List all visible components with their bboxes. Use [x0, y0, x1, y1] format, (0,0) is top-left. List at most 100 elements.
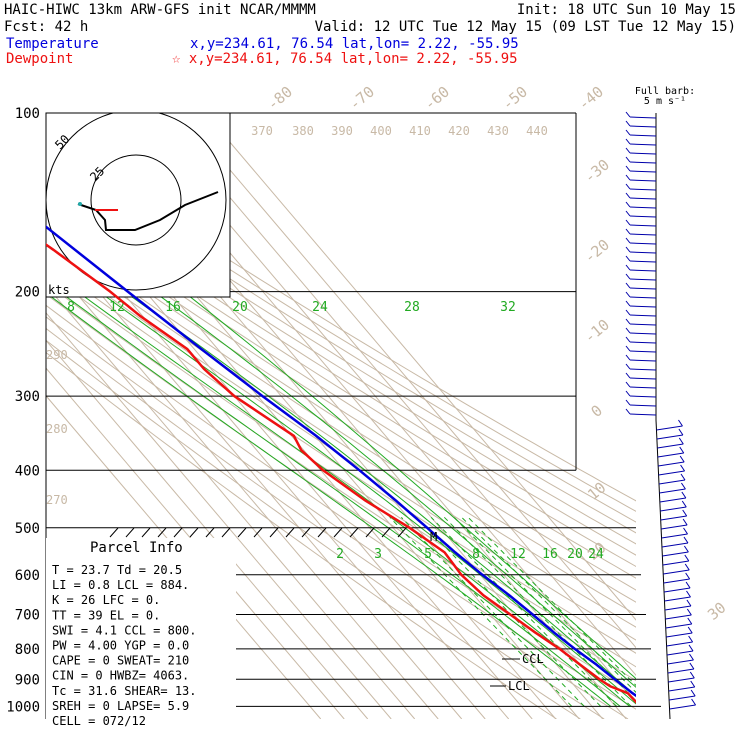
isobar-tick-label: 200	[15, 285, 40, 301]
wind-barb	[625, 300, 631, 307]
isotherm-tick-label: 10	[584, 478, 609, 503]
dry-adiabat-line	[46, 316, 629, 719]
mixing-ratio-label: 24	[588, 547, 604, 562]
wind-barb	[625, 165, 631, 172]
isotherm-line	[46, 284, 416, 719]
theta-tick-label: 420	[448, 124, 470, 138]
moist-adiabat-label: 12	[109, 300, 125, 315]
hodograph-ring-inner	[90, 154, 182, 246]
temperature-location: x,y=234.61, 76.54 lat,lon= 2.22, -55.95	[190, 36, 519, 52]
wind-barb	[625, 138, 631, 145]
isotherm-tick-label: -50	[499, 83, 531, 114]
hatch-mark	[125, 527, 135, 538]
wind-barb	[683, 545, 689, 553]
dry-adiabat-line	[46, 230, 636, 616]
wind-barb	[625, 255, 631, 262]
wind-barb	[625, 228, 631, 235]
dry-adiabat-line	[46, 304, 636, 710]
wind-barb	[629, 206, 657, 209]
wind-barb	[629, 152, 657, 155]
wind-barb	[685, 581, 691, 589]
wind-barb	[690, 689, 696, 697]
wind-barb	[669, 695, 696, 701]
wind-barb	[629, 278, 657, 281]
wind-barb	[629, 215, 657, 218]
mixing-ratio-line	[467, 516, 636, 687]
isobar-tick-label: 700	[15, 608, 40, 624]
level-markers: CCL LCL M	[430, 530, 544, 693]
wind-barb	[661, 524, 688, 530]
wind-barb	[661, 533, 688, 539]
wind-barb	[629, 296, 657, 299]
theta-tick-label: 380	[292, 124, 314, 138]
theta-tick-label: 440	[526, 124, 548, 138]
isotherm-tick-label: -40	[575, 83, 607, 114]
isotherm-tick-label: -10	[581, 316, 613, 347]
isobar-tick-label: 300	[15, 389, 40, 405]
wind-barb	[684, 554, 690, 562]
wind-barb	[660, 515, 687, 521]
wind-barb	[629, 314, 657, 317]
hodograph: 50 25 kts	[45, 112, 231, 298]
mixing-ratio-label: 12	[510, 547, 526, 562]
barb-staff-lower	[655, 419, 671, 720]
dry-adiabat-line	[46, 282, 636, 682]
wind-barb	[629, 197, 657, 200]
wind-barb	[666, 632, 693, 638]
wind-barb	[625, 192, 631, 199]
wind-barb-column	[625, 111, 696, 720]
isotherm-line	[46, 367, 345, 719]
wind-barb	[689, 653, 694, 661]
wind-barb	[625, 282, 631, 289]
wind-barb	[629, 251, 657, 254]
isotherm-tick-label: -30	[581, 156, 613, 187]
hatch-mark	[157, 527, 167, 538]
ccl-label: CCL	[522, 652, 544, 666]
wind-barb	[629, 404, 657, 407]
hatch-mark	[189, 527, 199, 538]
wind-barb	[629, 134, 657, 137]
wind-barb	[629, 170, 657, 173]
wind-barb	[625, 264, 631, 271]
wind-barb	[680, 473, 686, 481]
barb-legend-line1: Full barb:	[635, 86, 695, 97]
wind-barb	[625, 399, 631, 406]
valid-line: Valid: 12 UTC Tue 12 May 15 (09 LST Tue …	[315, 19, 736, 35]
wind-barb	[659, 488, 686, 494]
wind-barb	[625, 129, 631, 136]
isotherm-tick-label: 40	[711, 0, 729, 4]
wind-barb	[625, 111, 631, 118]
wind-barb	[687, 617, 693, 625]
parcel-info-row: Tc = 31.6 SHEAR= 13.	[52, 684, 197, 698]
wind-barb	[688, 635, 694, 643]
wind-barb	[625, 273, 631, 280]
wind-barb	[659, 497, 686, 503]
moist-adiabat-label: 16	[165, 300, 181, 315]
dry-adiabat-line	[46, 211, 636, 591]
wind-barb	[667, 668, 694, 674]
isobar-tick-label: 400	[15, 463, 40, 479]
isobar-tick-label: 100	[15, 106, 40, 122]
hatch-mark	[397, 527, 407, 538]
wind-barb	[681, 491, 687, 499]
wind-barb	[625, 237, 631, 244]
isotherm-line	[46, 339, 369, 719]
wind-barb	[625, 381, 631, 388]
isotherm-tick-label: 0	[588, 401, 606, 421]
theta-tick-label: 270	[46, 493, 68, 507]
wind-barb	[658, 461, 685, 467]
parcel-info-row: CIN = 0 HWBZ= 4063.	[52, 669, 189, 683]
wind-barb	[662, 551, 689, 557]
wind-barb	[661, 542, 689, 548]
wind-barb	[668, 686, 695, 692]
parcel-info-row: LI = 0.8 LCL = 884.	[52, 578, 189, 592]
wind-barb	[678, 419, 683, 427]
wind-barb	[629, 341, 657, 344]
hatch-mark	[221, 527, 231, 538]
wind-barb	[625, 120, 631, 127]
wind-barb	[625, 390, 631, 397]
isotherm-line	[181, 113, 636, 649]
wind-barb	[629, 287, 657, 290]
wind-barb	[625, 156, 631, 163]
wind-barb	[629, 179, 657, 182]
